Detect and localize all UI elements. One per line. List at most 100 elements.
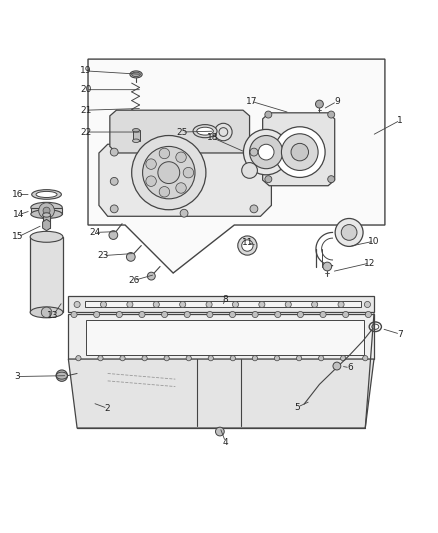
Ellipse shape <box>130 71 142 78</box>
Circle shape <box>139 311 145 318</box>
Text: 24: 24 <box>89 228 100 237</box>
Circle shape <box>238 236 257 255</box>
Circle shape <box>315 100 323 108</box>
Circle shape <box>148 272 155 280</box>
Ellipse shape <box>133 128 140 132</box>
Text: 6: 6 <box>347 364 353 372</box>
Text: 14: 14 <box>12 211 24 220</box>
Circle shape <box>41 307 52 318</box>
Polygon shape <box>42 220 50 231</box>
Circle shape <box>143 147 195 199</box>
Circle shape <box>341 356 346 361</box>
Circle shape <box>94 311 100 318</box>
Circle shape <box>323 262 332 271</box>
Circle shape <box>183 167 194 178</box>
Circle shape <box>291 143 308 161</box>
Ellipse shape <box>30 231 63 243</box>
Circle shape <box>76 356 81 361</box>
Circle shape <box>71 311 77 318</box>
Polygon shape <box>31 207 62 214</box>
Circle shape <box>208 356 213 361</box>
Polygon shape <box>133 130 140 141</box>
Circle shape <box>258 144 274 160</box>
Circle shape <box>162 311 168 318</box>
Text: 1: 1 <box>397 116 403 125</box>
Circle shape <box>343 311 349 318</box>
Ellipse shape <box>30 307 63 318</box>
Text: 8: 8 <box>223 295 229 304</box>
Polygon shape <box>68 296 374 312</box>
Circle shape <box>180 209 188 217</box>
Circle shape <box>250 148 258 156</box>
Circle shape <box>365 311 371 318</box>
Polygon shape <box>263 113 335 185</box>
Circle shape <box>265 176 272 183</box>
Text: 23: 23 <box>98 251 109 260</box>
Circle shape <box>364 302 371 308</box>
Text: 26: 26 <box>128 276 140 285</box>
Circle shape <box>56 370 67 381</box>
Circle shape <box>116 311 122 318</box>
Circle shape <box>110 177 118 185</box>
Circle shape <box>109 231 118 239</box>
Text: 13: 13 <box>47 311 59 320</box>
Circle shape <box>320 311 326 318</box>
Circle shape <box>215 123 232 141</box>
Circle shape <box>100 302 106 308</box>
Ellipse shape <box>197 127 213 135</box>
Text: 20: 20 <box>80 85 92 94</box>
Text: 7: 7 <box>397 330 403 338</box>
Circle shape <box>206 302 212 308</box>
Text: 17: 17 <box>246 97 258 106</box>
Circle shape <box>335 219 363 246</box>
Text: 3: 3 <box>14 372 20 381</box>
Polygon shape <box>68 359 374 428</box>
Text: 15: 15 <box>12 232 24 241</box>
Text: 5: 5 <box>295 402 300 411</box>
Polygon shape <box>30 237 63 312</box>
Circle shape <box>176 183 186 193</box>
Polygon shape <box>42 215 50 228</box>
Circle shape <box>274 356 279 361</box>
Circle shape <box>120 356 125 361</box>
Circle shape <box>146 159 156 169</box>
Text: 2: 2 <box>105 404 110 413</box>
Ellipse shape <box>133 139 140 142</box>
Circle shape <box>297 356 302 361</box>
Circle shape <box>132 135 206 210</box>
Circle shape <box>142 356 147 361</box>
Text: 12: 12 <box>364 259 375 268</box>
Circle shape <box>207 311 213 318</box>
Circle shape <box>252 311 258 318</box>
Circle shape <box>242 163 258 179</box>
Circle shape <box>363 356 368 361</box>
Polygon shape <box>99 144 272 216</box>
Polygon shape <box>86 320 364 354</box>
Text: 10: 10 <box>368 237 380 246</box>
Circle shape <box>110 205 118 213</box>
Ellipse shape <box>32 190 61 199</box>
Text: 9: 9 <box>334 97 340 106</box>
Circle shape <box>328 176 335 183</box>
Circle shape <box>74 302 80 308</box>
Circle shape <box>318 356 324 361</box>
Text: 25: 25 <box>176 127 187 136</box>
Circle shape <box>176 152 186 163</box>
Circle shape <box>242 240 253 251</box>
Circle shape <box>311 302 318 308</box>
Circle shape <box>230 311 236 318</box>
Circle shape <box>127 253 135 261</box>
Circle shape <box>265 111 272 118</box>
Circle shape <box>282 134 318 171</box>
Circle shape <box>328 111 335 118</box>
Circle shape <box>158 161 180 183</box>
Circle shape <box>215 427 224 436</box>
Text: 21: 21 <box>80 106 92 115</box>
Polygon shape <box>68 313 374 359</box>
Circle shape <box>244 130 289 175</box>
Polygon shape <box>110 110 250 153</box>
Circle shape <box>285 302 291 308</box>
Text: 11: 11 <box>242 238 253 247</box>
Polygon shape <box>85 301 361 307</box>
Text: 4: 4 <box>223 438 228 447</box>
